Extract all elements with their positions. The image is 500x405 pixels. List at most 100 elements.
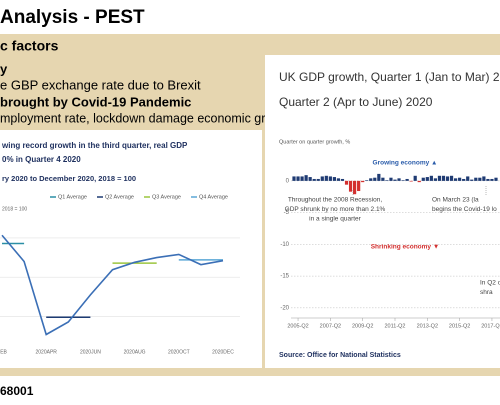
legend-label: Q4 Average <box>199 194 228 200</box>
annotation: In Q2 o <box>480 280 500 287</box>
chart-subtitle: ry 2020 to December 2020, 2018 = 100 <box>2 174 136 183</box>
bar <box>478 177 482 181</box>
bar <box>425 177 429 181</box>
bar <box>361 180 365 183</box>
y-tick-label: -15 <box>280 274 289 280</box>
x-tick-label: 2020APR <box>35 349 57 355</box>
bar <box>409 180 413 182</box>
bar <box>421 177 425 181</box>
annotation: Growing economy ▲ <box>373 160 438 167</box>
y-tick-label: -10 <box>280 242 289 248</box>
chart-title: UK GDP growth, Quarter 1 (Jan to Mar) 2 <box>279 70 500 84</box>
bar <box>490 178 494 181</box>
title-band <box>0 0 500 34</box>
x-tick-label: 2020OCT <box>168 349 190 355</box>
bar <box>393 179 397 181</box>
annotation: Shrinking economy ▼ <box>371 244 440 251</box>
x-tick-label: 2020AUG <box>124 349 146 355</box>
x-tick-label: 2015-Q2 <box>449 323 470 329</box>
chart-title: Quarter 2 (Apr to June) 2020 <box>279 95 433 109</box>
bar <box>482 176 486 181</box>
x-tick-label: 2009-Q2 <box>352 323 373 329</box>
bar <box>353 180 357 195</box>
y-axis-label: Quarter on quarter growth, % <box>279 139 350 145</box>
bar <box>369 178 373 181</box>
legend-label: Q1 Average <box>58 194 87 200</box>
bar <box>462 178 466 181</box>
bar <box>300 176 304 181</box>
heading: c factors <box>0 38 59 54</box>
bar <box>433 178 437 181</box>
annotation: Throughout the 2008 Recession, <box>288 197 383 204</box>
bar <box>357 180 361 192</box>
x-tick-label: 2011-Q2 <box>385 323 406 329</box>
x-tick-label: 2007-Q2 <box>320 323 341 329</box>
bar <box>405 178 409 181</box>
source: Source: Office for National Statistics <box>279 352 401 359</box>
bar <box>429 175 433 181</box>
bar <box>458 177 462 181</box>
x-tick-label: FEB <box>0 349 8 355</box>
bar <box>348 180 353 192</box>
bar <box>454 178 458 181</box>
bar <box>389 177 393 181</box>
bullet: brought by Covid-19 Pandemic <box>0 94 191 109</box>
bar <box>320 176 324 181</box>
y-axis-label: 2018 = 100 <box>2 206 27 212</box>
x-tick-label: 2017-Q2 <box>481 323 500 329</box>
legend-label: Q3 Average <box>152 194 181 200</box>
bar <box>344 180 349 185</box>
bar <box>417 180 421 183</box>
bar <box>332 177 336 181</box>
bar <box>397 178 401 181</box>
x-tick-label: 2020JUN <box>80 349 101 355</box>
bullet: e GBP exchange rate due to Brexit <box>0 77 201 92</box>
slide-title: Analysis - PEST <box>0 7 145 28</box>
bar <box>316 178 320 181</box>
bar <box>373 177 377 181</box>
x-tick-label: 2013-Q2 <box>417 323 438 329</box>
bar <box>449 175 454 181</box>
bar <box>292 176 296 181</box>
bar <box>336 178 341 181</box>
x-tick-label: 2020DEC <box>212 349 234 355</box>
bar <box>466 176 470 181</box>
y-tick-label: -20 <box>280 305 289 311</box>
bar <box>304 175 308 181</box>
legend-label: Q2 Average <box>105 194 134 200</box>
bar <box>470 179 474 181</box>
bar <box>308 177 312 181</box>
right-chart-panel <box>265 55 500 368</box>
bar <box>441 175 446 181</box>
y-tick-label: 0 <box>286 178 290 184</box>
y-tick-label: -5 <box>284 210 290 216</box>
bullet: y <box>0 61 8 76</box>
bar <box>377 173 381 181</box>
left-chart-panel <box>0 130 262 368</box>
annotation: GDP shrunk by no more than 2.1% <box>285 206 386 213</box>
bar <box>385 180 389 181</box>
bar <box>312 178 316 181</box>
x-tick-label: 2005-Q2 <box>287 323 308 329</box>
bar <box>486 178 490 181</box>
bar <box>365 180 369 181</box>
bar <box>437 175 442 181</box>
chart-title: wing record growth in the third quarter,… <box>1 141 188 150</box>
annotation: shra <box>480 289 493 296</box>
annotation: begins the Covid-19 lo <box>432 206 497 213</box>
bar <box>324 175 328 181</box>
chart-title: 0% in Quarter 4 2020 <box>2 155 81 164</box>
annotation: in a single quarter <box>309 216 362 223</box>
footer-band <box>0 376 500 405</box>
bar <box>296 176 300 181</box>
bar <box>474 177 478 181</box>
annotation: On March 23 (la <box>432 197 479 204</box>
bar <box>494 177 498 181</box>
bar <box>413 175 417 181</box>
bar <box>445 176 450 181</box>
bullet: mployment rate, lockdown damage economic… <box>0 111 292 125</box>
bar <box>381 177 385 181</box>
gdp-line <box>1 234 224 336</box>
